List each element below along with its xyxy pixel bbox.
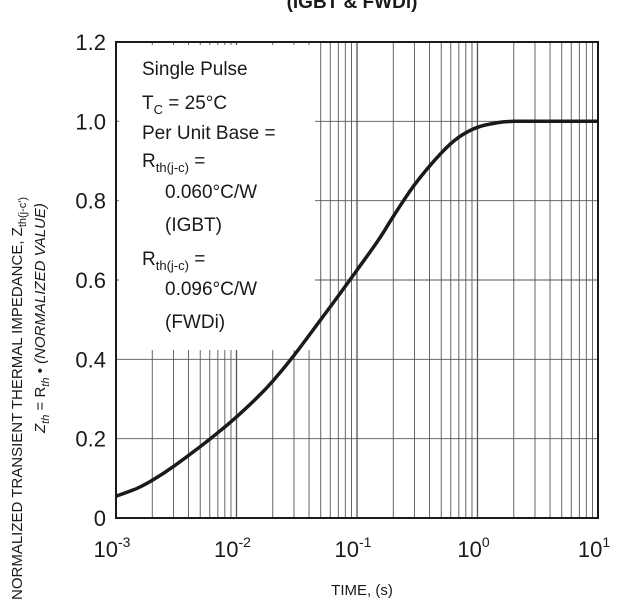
plot-frame: [115, 41, 599, 519]
y-tick-labels: 0 0.2 0.4 0.6 0.8 1.0 1.2: [75, 30, 106, 531]
y-axis-label-line1: NORMALIZED TRANSIENT THERMAL IMPEDANCE, …: [9, 197, 29, 600]
series-line: [115, 119, 598, 498]
annotation-line6: (IGBT): [165, 215, 222, 236]
annotation-box: [119, 45, 315, 350]
y-tick-label: 1.2: [75, 30, 106, 55]
y-tick-label: 0.2: [75, 427, 106, 452]
chart-title: (IGBT & FWDi): [287, 0, 418, 13]
annotation-line2: TC = 25°C: [142, 93, 227, 117]
x-tick-label: 10-1: [335, 534, 372, 562]
x-tick-label: 100: [457, 534, 489, 562]
x-tick-label: 10-2: [214, 534, 251, 562]
annotation-text: Single Pulse TC = 25°C Per Unit Base = R…: [142, 59, 276, 333]
y-tick-label: 1.0: [75, 109, 106, 134]
x-tick-labels: 10-3 10-2 10-1 100 101: [94, 534, 611, 562]
annotation-line5: 0.060°C/W: [165, 182, 257, 203]
annotation-line1: Single Pulse: [142, 59, 248, 80]
y-axis-label-line2: Zth = Rth • (NORMALIZED VALUE): [32, 203, 52, 434]
annotation-line7: Rth(j-c) =: [142, 249, 205, 273]
y-tick-label: 0.4: [75, 347, 106, 372]
x-tick-label: 101: [578, 534, 610, 562]
annotation-line4: Rth(j-c) =: [142, 151, 205, 175]
y-tick-label: 0.8: [75, 189, 106, 214]
x-axis-label: TIME, (s): [331, 582, 393, 599]
annotation-line9: (FWDi): [165, 312, 225, 333]
annotation-line3: Per Unit Base =: [142, 123, 276, 144]
y-tick-label: 0.6: [75, 268, 106, 293]
y-tick-label: 0: [94, 506, 106, 531]
annotation-line8: 0.096°C/W: [165, 279, 257, 300]
x-tick-label: 10-3: [94, 534, 131, 562]
